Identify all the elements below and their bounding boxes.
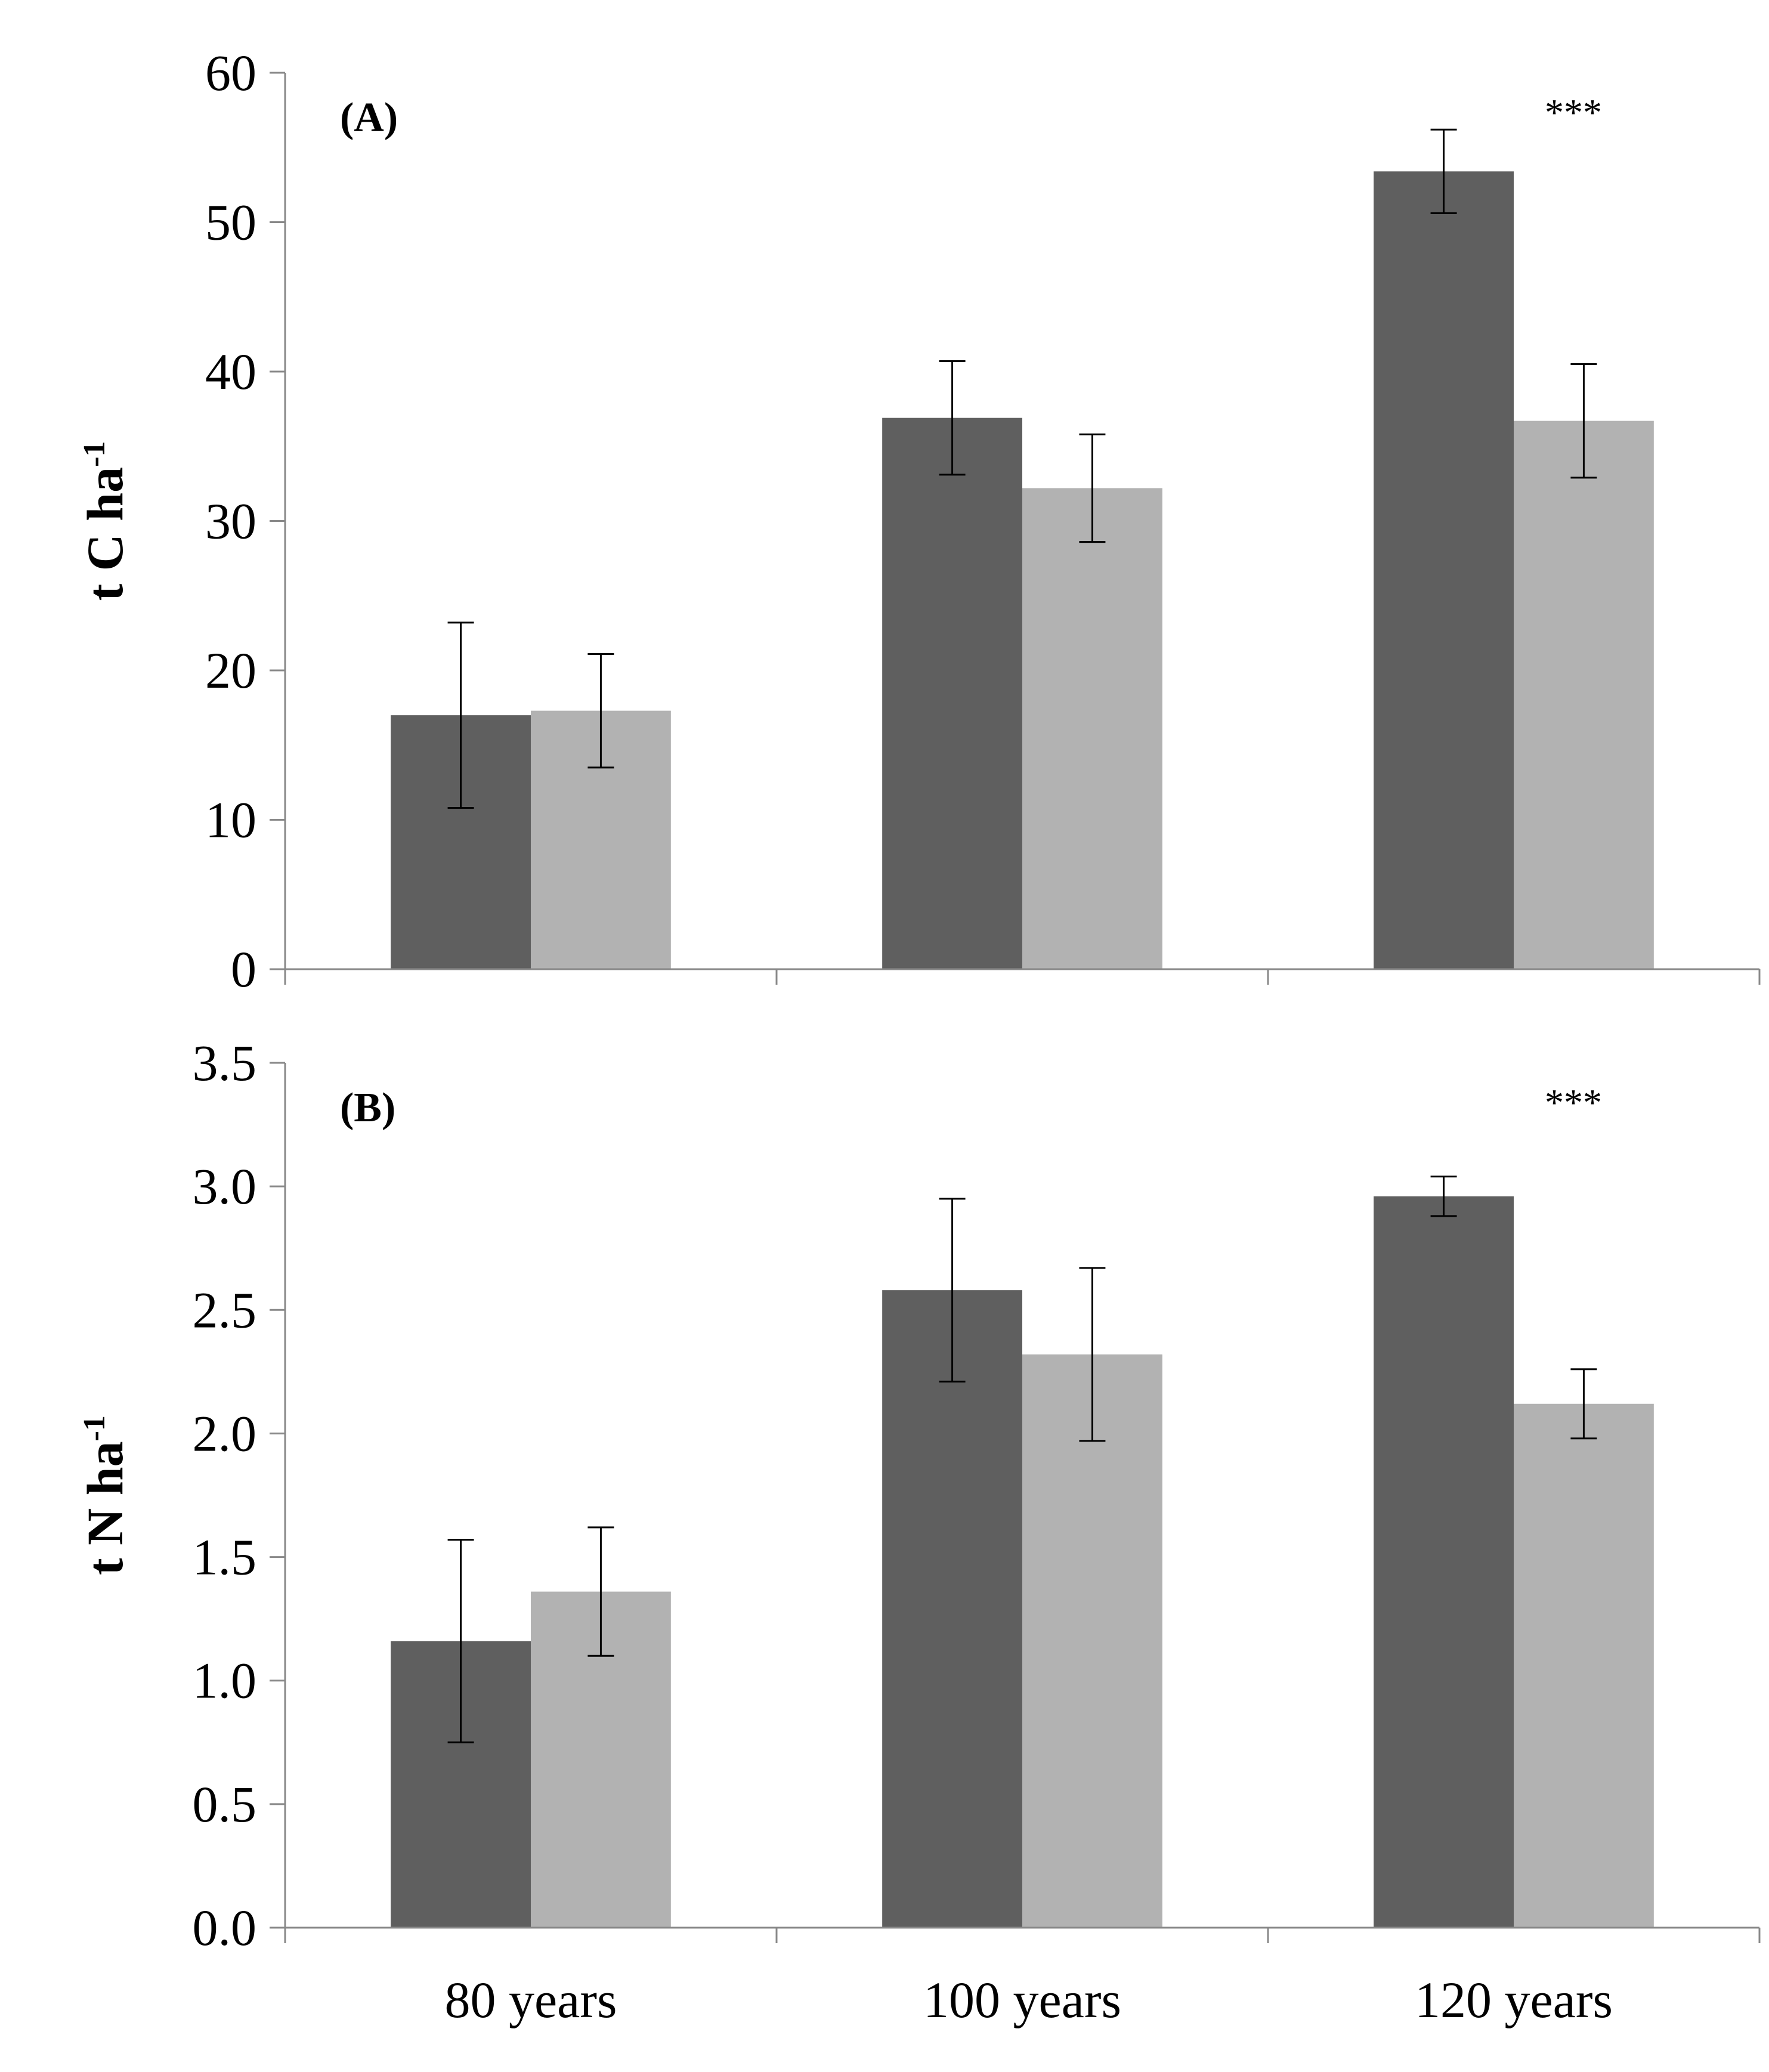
panel-a-ytick-label: 0 bbox=[231, 941, 256, 998]
panel-a-ytick-label: 50 bbox=[205, 194, 256, 251]
panel-b-ytick-label: 3.5 bbox=[193, 1034, 257, 1091]
panel-b-ytick-label: 2.5 bbox=[193, 1281, 257, 1338]
panel-b-y-axis-label: t N ha-1 bbox=[76, 1415, 134, 1575]
panel-b: 0.0 0.5 1.0 1.5 2.0 2.5 3.0 3.5 (B) *** … bbox=[76, 1034, 1761, 2028]
panel-b-bar-light bbox=[1514, 1403, 1654, 1928]
panel-b-tick-labels: 0.0 0.5 1.0 1.5 2.0 2.5 3.0 3.5 bbox=[193, 1034, 257, 1956]
panel-a-label: (A) bbox=[340, 95, 398, 141]
panel-a-bar-light bbox=[1514, 420, 1654, 969]
panel-a-y-axis-label: t C ha-1 bbox=[76, 441, 134, 601]
panel-b-ytick-label: 2.0 bbox=[193, 1405, 257, 1462]
panel-b-bar-dark bbox=[1374, 1196, 1514, 1928]
x-category-label: 120 years bbox=[1415, 1971, 1613, 2028]
panel-b-ytick-label: 0.0 bbox=[193, 1899, 257, 1956]
panel-b-bar-dark bbox=[882, 1290, 1022, 1928]
panel-b-ytick-label: 3.0 bbox=[193, 1158, 257, 1215]
panel-a-ytick-label: 40 bbox=[205, 343, 256, 400]
panel-b-ytick-label: 0.5 bbox=[193, 1776, 257, 1833]
panel-b-significance-label: *** bbox=[1545, 1081, 1602, 1124]
panel-a-ytick-label: 10 bbox=[205, 791, 256, 849]
panel-b-ylabel-text: t N ha bbox=[76, 1441, 134, 1575]
panel-b-ylabel-superscript: -1 bbox=[78, 1415, 112, 1441]
panel-b-error-bars bbox=[447, 1176, 1597, 1743]
x-category-label: 100 years bbox=[923, 1971, 1121, 2028]
panel-a-significance-label: *** bbox=[1545, 91, 1602, 134]
panel-a-bar-dark bbox=[882, 418, 1022, 969]
panel-b-ytick-label: 1.0 bbox=[193, 1652, 257, 1709]
panel-b-label: (B) bbox=[340, 1085, 395, 1131]
x-category-labels: 80 years 100 years 120 years bbox=[445, 1971, 1613, 2028]
panel-a-bar-dark bbox=[1374, 171, 1514, 970]
x-category-label: 80 years bbox=[445, 1971, 617, 2028]
panel-a: 0 10 20 30 40 50 60 (A) *** t C ha-1 bbox=[76, 44, 1761, 998]
panel-a-ylabel-text: t C ha bbox=[76, 467, 134, 601]
panel-a-ytick-label: 20 bbox=[205, 642, 256, 699]
panel-b-ytick-label: 1.5 bbox=[193, 1529, 257, 1586]
panel-a-ytick-label: 60 bbox=[205, 44, 256, 101]
panel-b-axes bbox=[270, 1062, 1761, 1943]
panel-b-bars bbox=[391, 1196, 1654, 1928]
panel-a-ylabel-superscript: -1 bbox=[78, 441, 112, 467]
panel-a-axes bbox=[270, 72, 1761, 985]
panel-a-tick-labels: 0 10 20 30 40 50 60 bbox=[205, 44, 256, 998]
panel-a-error-bars bbox=[447, 128, 1597, 809]
panel-a-bars bbox=[391, 171, 1654, 970]
panel-a-bar-light bbox=[1022, 488, 1162, 969]
panel-a-ytick-label: 30 bbox=[205, 493, 256, 550]
panel-b-bar-light bbox=[1022, 1354, 1162, 1928]
